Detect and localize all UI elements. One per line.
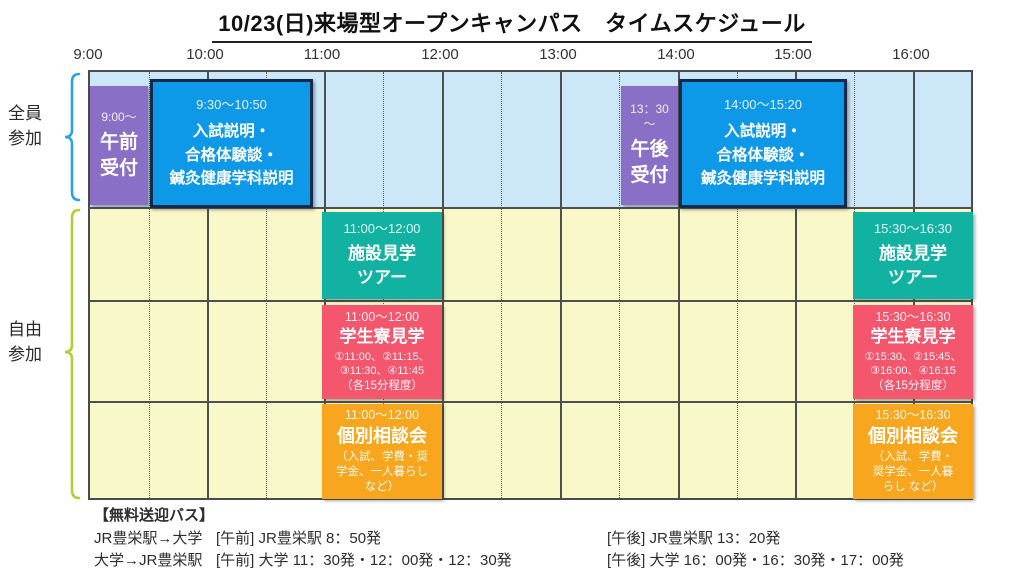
- all-participants-bracket-icon: [64, 72, 81, 202]
- time-tick: 14:00: [657, 46, 695, 63]
- event-title: 施設見学 ツアー: [348, 244, 416, 288]
- event-consultation-pm: 15:30～16:30 個別相談会 （入試、学費・ 奨学金、一人暮 らし など）: [853, 404, 973, 499]
- row-divider: [90, 207, 971, 209]
- event-title: 個別相談会: [868, 426, 958, 447]
- time-tick: 16:00: [892, 46, 930, 63]
- time-tick: 15:00: [774, 46, 812, 63]
- half-hour-gridline: [266, 72, 267, 498]
- event-reception-am: 9:00～ 午前 受付: [90, 86, 148, 205]
- hour-gridline: [560, 72, 562, 498]
- event-title: 個別相談会: [337, 426, 427, 447]
- event-title: 施設見学 ツアー: [879, 244, 947, 288]
- event-time: 15:30～16:30: [873, 221, 953, 237]
- event-time: 9:00～: [101, 109, 137, 124]
- event-dorm-visit-pm: 15:30～16:30 学生寮見学 ①15:30、②15:45、 ③16:00、…: [853, 305, 973, 399]
- all-participants-label: 全員 参加: [8, 104, 42, 148]
- time-tick: 11:00: [303, 46, 341, 63]
- event-dorm-visit-am: 11:00～12:00 学生寮見学 ①11:00、②11:15、 ③11:30、…: [322, 305, 442, 399]
- event-briefing-am: 9:30～10:50 入試説明・ 合格体験談・ 鍼灸健康学科説明: [150, 79, 313, 208]
- event-briefing-pm: 14:00～15:20 入試説明・ 合格体験談・ 鍼灸健康学科説明: [679, 79, 847, 208]
- hour-gridline: [442, 72, 444, 498]
- event-note: （入試、学費・奨 学金、一人暮らし など）: [336, 450, 428, 493]
- event-sessions: ①15:30、②15:45、 ③16:00、④16:15: [864, 350, 962, 377]
- event-title: 午後 受付: [630, 139, 669, 186]
- event-time: 11:00～12:00: [344, 408, 420, 423]
- free-participation-label: 自由 参加: [8, 320, 42, 364]
- time-tick: 12:00: [421, 46, 459, 63]
- event-consultation-am: 11:00～12:00 個別相談会 （入試、学費・奨 学金、一人暮らし など）: [322, 404, 442, 499]
- event-reception-pm: 13：30 ～ 午後 受付: [621, 86, 678, 205]
- event-sessions: ①11:00、②11:15、 ③11:30、④11:45: [334, 350, 430, 377]
- time-tick: 10:00: [186, 46, 224, 63]
- time-tick: 9:00: [73, 46, 103, 63]
- bus-pm-schedule: [午後] JR豊栄駅 13：20発: [607, 530, 781, 547]
- hour-gridline: [678, 72, 680, 498]
- free-participation-bracket-icon: [64, 208, 81, 500]
- event-title: 学生寮見学: [870, 327, 956, 347]
- event-time: 15:30～16:30: [875, 408, 951, 423]
- event-time: 15:30～16:30: [875, 309, 951, 324]
- event-note: （各15分程度）: [341, 380, 423, 393]
- event-time: 11:00～12:00: [343, 221, 421, 237]
- bus-pm-schedule: [午後] 大学 16：00発・16：30発・17：00発: [607, 552, 904, 569]
- event-title: 午前 受付: [99, 131, 138, 179]
- event-note: （入試、学費・ 奨学金、一人暮 らし など）: [872, 450, 954, 493]
- half-hour-gridline: [619, 72, 620, 498]
- bus-am-schedule: [午前] JR豊栄駅 8：50発: [216, 530, 382, 547]
- page-header: 10/23(日)来場型オープンキャンパス タイムスケジュール: [0, 6, 1024, 43]
- event-title: 入試説明・ 合格体験談・ 鍼灸健康学科説明: [169, 123, 294, 187]
- event-title: 学生寮見学: [339, 327, 425, 347]
- row-divider: [90, 300, 971, 302]
- event-time: 13：30 ～: [630, 102, 669, 132]
- bus-am-schedule: [午前] 大学 11：30発・12：00発・12：30発: [216, 552, 512, 569]
- hour-gridline: [207, 72, 209, 498]
- bus-section-title: 【無料送迎バス】: [94, 507, 215, 524]
- half-hour-gridline: [149, 72, 150, 498]
- half-hour-gridline: [501, 72, 502, 498]
- event-campus-tour-am: 11:00～12:00 施設見学 ツアー: [322, 212, 442, 299]
- event-time: 9:30～10:50: [196, 97, 267, 112]
- hour-gridline: [795, 72, 797, 498]
- bus-route: 大学→JR豊栄駅: [94, 552, 203, 569]
- event-time: 11:00～12:00: [344, 309, 420, 324]
- half-hour-gridline: [737, 72, 738, 498]
- schedule-grid: 9:00～ 午前 受付 9:30～10:50 入試説明・ 合格体験談・ 鍼灸健康…: [88, 70, 973, 500]
- event-note: （各15分程度）: [872, 380, 954, 393]
- page-title: 10/23(日)来場型オープンキャンパス タイムスケジュール: [212, 6, 812, 43]
- time-tick: 13:00: [539, 46, 577, 63]
- event-campus-tour-pm: 15:30～16:30 施設見学 ツアー: [853, 212, 973, 299]
- bus-route: JR豊栄駅→大学: [94, 530, 203, 547]
- event-title: 入試説明・ 合格体験談・ 鍼灸健康学科説明: [700, 123, 825, 187]
- event-time: 14:00～15:20: [723, 97, 803, 112]
- row-divider: [90, 401, 971, 403]
